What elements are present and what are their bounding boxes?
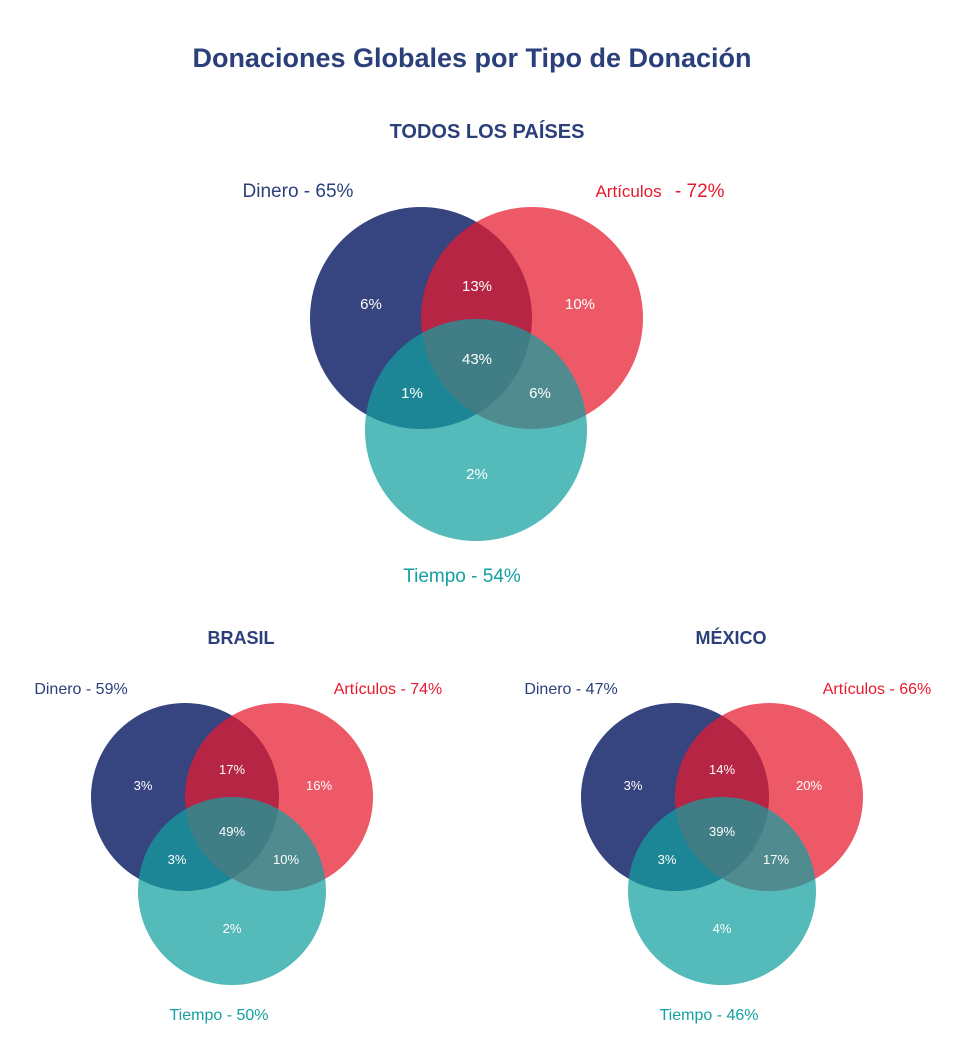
set-label-tiempo-brasil: Tiempo - 50% — [170, 1007, 269, 1024]
set-label-articulos-all: Artículos - 72% — [595, 181, 724, 202]
region-all-three-mexico: 39% — [709, 824, 735, 839]
set-label-tiempo-all: Tiempo - 54% — [403, 566, 521, 587]
region-articulos-only-brasil: 16% — [306, 778, 332, 793]
set-label-tiempo-mexico: Tiempo - 46% — [660, 1007, 759, 1024]
set-label-dinero-mexico: Dinero - 47% — [524, 681, 617, 698]
region-all-three-brasil: 49% — [219, 824, 245, 839]
set-label-articulos-all-value: - 72% — [675, 181, 725, 202]
set-label-articulos-all-name: Artículos — [595, 182, 661, 201]
circle-tiempo-all — [365, 319, 587, 541]
region-articulos-tiempo-brasil: 10% — [273, 852, 299, 867]
chart-title: Donaciones Globales por Tipo de Donación — [192, 43, 751, 73]
region-dinero-articulos-all: 13% — [462, 278, 492, 295]
set-label-articulos-mexico: Artículos - 66% — [823, 681, 931, 698]
venn-mexico: MÉXICO Dinero - 47% Artículos - 66% Tiem… — [524, 627, 931, 1024]
region-dinero-only-brasil: 3% — [134, 778, 153, 793]
venn-mexico-subtitle: MÉXICO — [695, 627, 766, 648]
region-articulos-only-all: 10% — [565, 296, 595, 313]
venn-brasil-subtitle: BRASIL — [208, 628, 275, 648]
region-dinero-only-mexico: 3% — [624, 778, 643, 793]
region-tiempo-only-brasil: 2% — [223, 921, 242, 936]
venn-all-subtitle: TODOS LOS PAÍSES — [390, 120, 585, 143]
region-dinero-tiempo-mexico: 3% — [658, 852, 677, 867]
region-all-three-all: 43% — [462, 351, 492, 368]
set-label-dinero-brasil: Dinero - 59% — [34, 681, 127, 698]
venn-brasil: BRASIL Dinero - 59% Artículos - 74% Tiem… — [34, 628, 442, 1024]
region-dinero-articulos-mexico: 14% — [709, 762, 735, 777]
region-dinero-only-all: 6% — [360, 296, 382, 313]
region-articulos-only-mexico: 20% — [796, 778, 822, 793]
venn-all-countries: TODOS LOS PAÍSES Dinero - 65% Artículos … — [243, 120, 725, 587]
circle-tiempo-brasil — [138, 797, 326, 985]
region-dinero-tiempo-brasil: 3% — [168, 852, 187, 867]
region-dinero-tiempo-all: 1% — [401, 385, 423, 402]
region-tiempo-only-all: 2% — [466, 466, 488, 483]
circle-tiempo-mexico — [628, 797, 816, 985]
set-label-articulos-brasil: Artículos - 74% — [334, 681, 442, 698]
region-tiempo-only-mexico: 4% — [713, 921, 732, 936]
set-label-dinero-all: Dinero - 65% — [243, 181, 354, 202]
region-articulos-tiempo-mexico: 17% — [763, 852, 789, 867]
region-dinero-articulos-brasil: 17% — [219, 762, 245, 777]
region-articulos-tiempo-all: 6% — [529, 385, 551, 402]
